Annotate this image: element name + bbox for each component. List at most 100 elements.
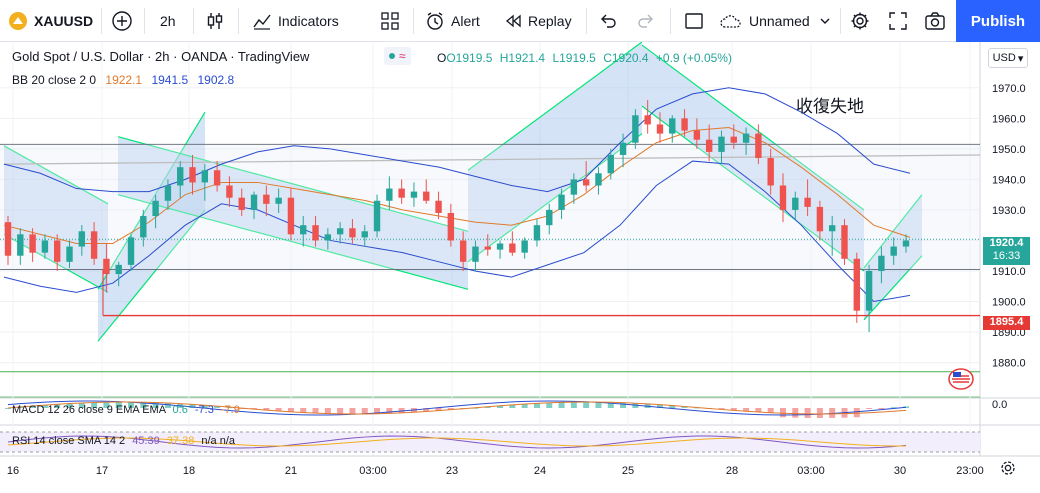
macd-histogram-bar (743, 408, 750, 412)
macd-histogram-bar (140, 402, 147, 408)
macd-line (7, 400, 907, 416)
channel-lower-line (97, 209, 206, 342)
interval-label: 2h (160, 13, 176, 29)
gear-icon (999, 461, 1017, 481)
y-tick-label: 1900.0 (992, 297, 1026, 309)
fullscreen-icon (888, 11, 908, 31)
redo-button[interactable] (636, 0, 656, 42)
camera-icon (924, 11, 946, 31)
macd-histogram-bar (829, 408, 836, 418)
macd-histogram-bar (669, 405, 676, 408)
candle-body (804, 197, 811, 207)
us-flag-icon[interactable] (948, 368, 974, 395)
snapshot-button[interactable] (924, 0, 946, 42)
chart-style-button[interactable] (205, 0, 225, 42)
channel-upper-line (641, 44, 865, 211)
indicators-label: Indicators (278, 13, 339, 29)
publish-button[interactable]: Publish (956, 0, 1040, 42)
x-tick-label: 03:00 (359, 465, 387, 477)
macd-histogram-bar (41, 405, 48, 408)
macd-histogram-bar (558, 402, 565, 408)
candle-body (373, 200, 381, 232)
candle-body (558, 194, 565, 210)
market-open-icon (389, 53, 395, 59)
chart-legend: Gold Spot / U.S. Dollar · 2h · OANDA · T… (12, 49, 309, 64)
candle-body (263, 194, 270, 204)
rsi-value-2: 37.38 (166, 435, 195, 447)
redo-icon (636, 11, 656, 31)
chart-area[interactable]: 1880.01890.01900.01910.01920.01930.01940… (0, 41, 1040, 488)
macd-legend[interactable]: MACD 12 26 close 9 EMA EMA 0.6 -7.3 -7.9 (12, 404, 240, 416)
candle-body (324, 234, 332, 241)
replay-button[interactable]: Replay (504, 0, 572, 42)
undo-button[interactable] (598, 0, 618, 42)
currency-selector[interactable]: USD ▾ (988, 48, 1028, 68)
macd-histogram-bar (570, 402, 577, 408)
rsi-legend[interactable]: RSI 14 close SMA 14 2 45.39 37.38 n/a n/… (12, 435, 235, 447)
indicators-button[interactable]: Indicators (252, 0, 339, 42)
candle-body (878, 255, 885, 271)
candle-body (730, 136, 737, 143)
candle-body (890, 246, 897, 256)
ohlc-change: +0.9 (+0.05%) (655, 51, 732, 65)
macd-value-1: 0.6 (172, 404, 188, 416)
candle-body (496, 243, 504, 250)
macd-histogram-bar (324, 408, 331, 414)
templates-button[interactable] (380, 0, 400, 42)
alert-button[interactable]: Alert (425, 0, 480, 42)
candle-body (632, 115, 639, 143)
layout-name-label: Unnamed (749, 13, 810, 29)
chart-annotation-text[interactable]: 收復失地 (796, 97, 864, 116)
candle-body (828, 225, 836, 232)
settings-button[interactable] (850, 0, 870, 42)
fullscreen-button[interactable] (888, 0, 908, 42)
macd-histogram-bar (497, 405, 504, 408)
channel-fill (4, 145, 108, 293)
channel-fill (642, 45, 864, 271)
x-tick-label: 30 (894, 465, 906, 477)
templates-icon (380, 11, 400, 31)
candle-body (755, 133, 762, 159)
ohlc-open: O1919.5 (446, 51, 493, 65)
interval-button[interactable]: 2h (160, 0, 176, 42)
add-symbol-button[interactable] (111, 0, 133, 42)
macd-histogram-bar (903, 406, 909, 408)
candle-body (816, 206, 824, 232)
bb-lower-line (3, 160, 911, 303)
layout-button[interactable] (684, 0, 704, 42)
candle-body (705, 139, 713, 152)
candle-body (902, 240, 910, 247)
macd-histogram-bar (103, 402, 110, 408)
symbol-label: XAUUSD (34, 13, 94, 29)
macd-histogram-bar (5, 408, 11, 409)
macd-histogram-bar (214, 406, 221, 408)
indicators-icon (252, 11, 272, 31)
macd-histogram-bar (91, 402, 98, 408)
candle-body (853, 258, 860, 311)
candle-body (312, 225, 319, 241)
channel-upper-line (97, 111, 206, 290)
bb-legend[interactable]: BB 20 close 2 0 1922.1 1941.5 1902.8 (12, 73, 234, 87)
rsi-line (7, 435, 907, 449)
axis-settings-button[interactable] (999, 459, 1017, 482)
replay-label: Replay (528, 13, 572, 29)
currency-label: USD (992, 52, 1016, 64)
bb-upper-value: 1941.5 (151, 73, 189, 87)
macd-histogram-bar (607, 402, 614, 408)
bar-countdown: 16:33 (992, 250, 1021, 262)
candle-body (865, 270, 873, 311)
symbol-search-button[interactable]: XAUUSD (8, 0, 93, 42)
candle-body (718, 136, 725, 152)
layout-name-button[interactable]: Unnamed (719, 0, 830, 42)
macd-histogram-bar (484, 406, 491, 408)
legend-status-dots[interactable]: ≈ (384, 47, 411, 65)
channel-lower-line (641, 105, 865, 272)
candle-body (238, 197, 245, 210)
candle-body (152, 200, 159, 217)
candle-body (78, 231, 86, 247)
macd-histogram-bar (423, 408, 430, 412)
x-tick-label: 18 (183, 465, 195, 477)
chevron-down-icon (820, 17, 830, 25)
candle-body (570, 179, 578, 195)
price-chart[interactable]: 1880.01890.01900.01910.01920.01930.01940… (0, 41, 1040, 488)
